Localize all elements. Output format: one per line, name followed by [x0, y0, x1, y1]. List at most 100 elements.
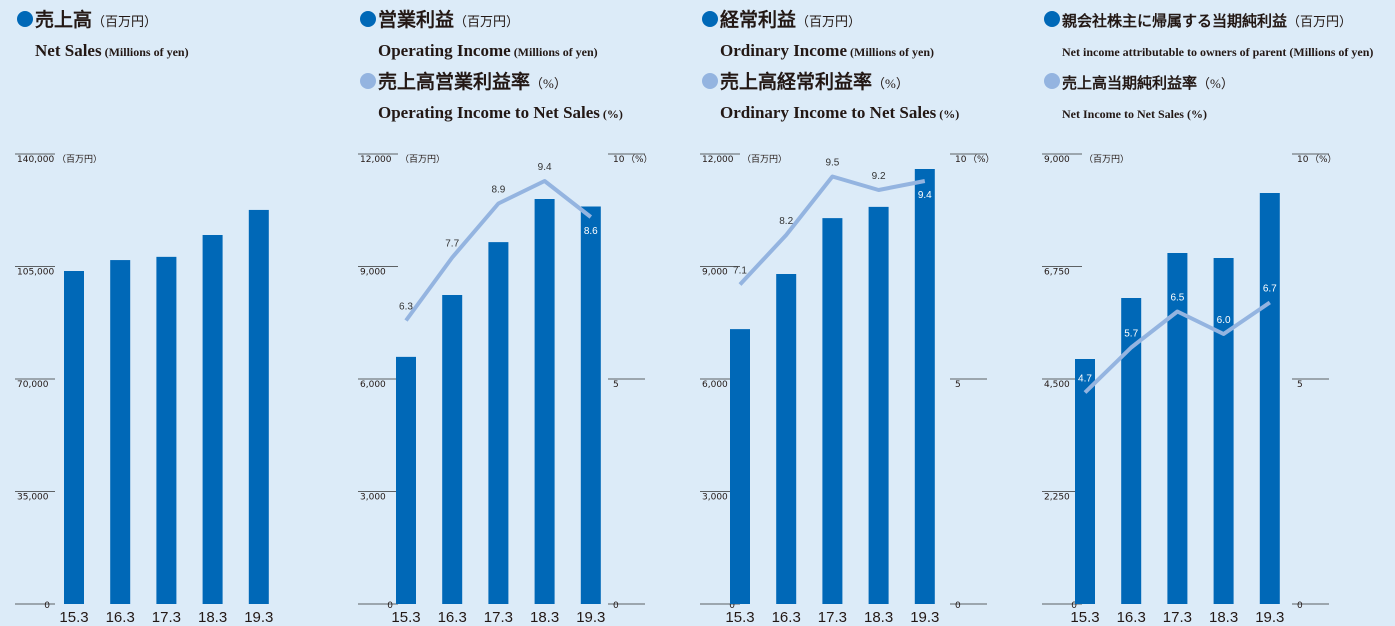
bar	[64, 271, 84, 604]
y-tick-label: 6,750	[1044, 268, 1070, 278]
legend-english-unit: (Millions of yen)	[105, 45, 189, 59]
x-tick-label: 16.3	[106, 609, 135, 626]
legend-unit: （%）	[872, 76, 909, 91]
y2-tick-label: 5	[613, 380, 619, 390]
x-tick-label: 16.3	[438, 609, 467, 626]
legend-english: Operating Income to Net Sales (%)	[378, 103, 623, 122]
data-label: 6.3	[399, 302, 413, 313]
y-tick-label: 4,500	[1044, 380, 1070, 390]
legend-unit: （百万円）	[454, 14, 519, 29]
legend-english-unit: (Millions of yen)	[1289, 45, 1373, 59]
x-tick-label: 18.3	[198, 609, 227, 626]
y-tick-label: 140,000	[17, 155, 54, 165]
x-tick-label: 16.3	[1117, 609, 1146, 626]
legend-bullet	[702, 73, 718, 89]
legend-english: Operating Income (Millions of yen)	[378, 41, 598, 60]
legend-bullet	[360, 11, 376, 27]
y2-tick-label: 5	[1297, 380, 1303, 390]
y-tick-label: 105,000	[17, 268, 54, 278]
y2-tick-label: 5	[955, 380, 961, 390]
legend-english-name: Net income attributable to owners of par…	[1062, 45, 1286, 59]
x-tick-label: 19.3	[1255, 609, 1284, 626]
y-tick-label: 35,000	[17, 493, 49, 503]
line	[1083, 300, 1271, 394]
bar	[1167, 253, 1188, 604]
legend-bullet	[1044, 11, 1060, 27]
bar	[396, 356, 416, 604]
legend-label: 売上高営業利益率（%）	[378, 70, 567, 93]
data-label: 8.9	[491, 185, 505, 196]
y2-tick-label: 0	[955, 601, 961, 611]
x-tick-label: 18.3	[1209, 609, 1238, 626]
y2-tick-label: 10	[1297, 155, 1309, 165]
data-label: 8.6	[584, 226, 598, 237]
legend-english-name: Net Sales	[35, 41, 102, 60]
legend-english: Ordinary Income to Net Sales (%)	[720, 103, 959, 122]
data-label: 4.7	[1078, 374, 1092, 385]
legend-unit: （百万円）	[796, 14, 861, 29]
data-label: 8.2	[779, 216, 793, 227]
y-tick-label: 3,000	[702, 493, 728, 503]
legend-bullet	[1044, 73, 1060, 89]
x-tick-label: 19.3	[244, 609, 273, 626]
legend-name: 売上高経常利益率	[720, 70, 872, 93]
legend-name: 売上高営業利益率	[378, 70, 530, 93]
bar	[580, 206, 601, 604]
data-label: 7.1	[733, 266, 747, 277]
line	[404, 179, 593, 322]
legend-english: Net income attributable to owners of par…	[1062, 45, 1373, 59]
bar	[868, 206, 889, 604]
y-tick-label: 12,000	[702, 155, 734, 165]
data-label: 6.0	[1217, 315, 1231, 326]
bar	[1121, 298, 1142, 604]
x-tick-label: 15.3	[1070, 609, 1099, 626]
data-label: 5.7	[1124, 329, 1138, 340]
legend-english-unit: (%)	[1187, 107, 1207, 121]
legend-english-unit: (%)	[603, 107, 623, 121]
y-unit: （百万円）	[57, 154, 102, 165]
y-unit: （百万円）	[742, 154, 787, 165]
x-tick-label: 17.3	[1163, 609, 1192, 626]
x-tick-label: 18.3	[530, 609, 559, 626]
y-tick-label: 0	[1071, 601, 1077, 611]
legend-english-name: Operating Income to Net Sales	[378, 103, 600, 122]
x-tick-label: 18.3	[864, 609, 893, 626]
y-tick-label: 6,000	[360, 380, 386, 390]
legend-name: 売上高当期純利益率	[1062, 74, 1197, 92]
y-tick-label: 9,000	[360, 268, 386, 278]
legend-english: Net Sales (Millions of yen)	[35, 41, 189, 60]
legend-english-unit: (Millions of yen)	[514, 45, 598, 59]
y2-tick-label: 10	[955, 155, 967, 165]
y2-unit: （%）	[1310, 154, 1337, 165]
data-label: 6.7	[1263, 284, 1277, 295]
bar	[156, 256, 177, 604]
bar	[776, 274, 797, 604]
y2-unit: （%）	[968, 154, 995, 165]
bar	[488, 242, 509, 604]
y-tick-label: 2,250	[1044, 493, 1070, 503]
x-tick-label: 16.3	[772, 609, 801, 626]
y-tick-label: 3,000	[360, 493, 386, 503]
data-label: 9.4	[918, 190, 932, 201]
legend-unit: （百万円）	[92, 14, 157, 29]
legend-english-name: Net Income to Net Sales	[1062, 107, 1184, 121]
y-tick-label: 0	[387, 601, 393, 611]
legend-english: Ordinary Income (Millions of yen)	[720, 41, 934, 60]
legend-bullet	[702, 11, 718, 27]
y2-tick-label: 10	[613, 155, 625, 165]
bar	[1213, 258, 1234, 604]
legend-name: 経常利益	[720, 8, 796, 31]
bar	[248, 209, 269, 604]
y-tick-label: 70,000	[17, 380, 49, 390]
data-label: 9.2	[872, 171, 886, 182]
y2-tick-label: 0	[613, 601, 619, 611]
legend-bullet	[17, 11, 33, 27]
legend-label: 経常利益（百万円）	[720, 8, 861, 31]
y2-tick-label: 0	[1297, 601, 1303, 611]
legend-english-name: Ordinary Income to Net Sales	[720, 103, 937, 122]
legend-label: 売上高当期純利益率（%）	[1062, 74, 1234, 92]
data-label: 7.7	[445, 239, 459, 250]
y-unit: （百万円）	[1084, 154, 1129, 165]
legend-english-unit: (%)	[939, 107, 959, 121]
